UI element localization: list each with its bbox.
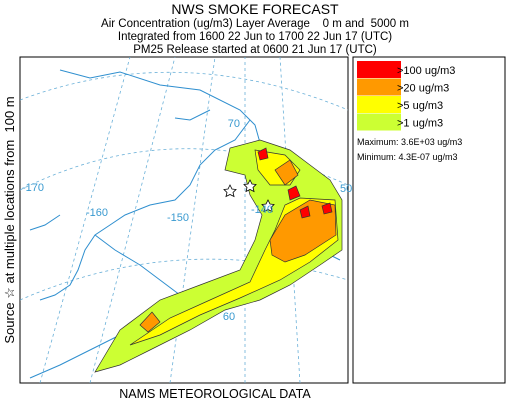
footer: NAMS METEOROLOGICAL DATA — [119, 387, 311, 401]
plume-contour — [287, 185, 301, 201]
grid-label: -160 — [86, 207, 108, 219]
plume-contour — [94, 139, 343, 373]
plume-contour — [321, 202, 333, 215]
plume-contour — [257, 147, 269, 161]
source-star — [261, 199, 275, 213]
legend-label: >20 ug/m3 — [397, 83, 449, 95]
grid-label: -150 — [167, 212, 189, 224]
grid-label: 50 — [340, 183, 352, 195]
subtitle: Air Concentration (ug/m3) Layer Average … — [101, 18, 409, 30]
legend-swatch — [357, 96, 401, 113]
legend-swatch — [357, 78, 401, 96]
map: 70 -170 -160 -150 -140 60 50 — [19, 56, 352, 384]
subtitle: PM25 Release started at 0600 21 Jun 17 (… — [133, 44, 377, 56]
sources — [223, 179, 275, 213]
grid-label: 60 — [223, 311, 235, 323]
grid-label: 70 — [228, 118, 240, 130]
legend-label: >100 ug/m3 — [397, 65, 455, 77]
plume-contour — [299, 205, 311, 219]
title: NWS SMOKE FORECAST — [171, 1, 339, 17]
legend-label: >1 ug/m3 — [397, 118, 443, 130]
plume-contour — [269, 199, 337, 263]
plume-contour — [139, 311, 161, 333]
smoke-plume — [94, 139, 343, 373]
subtitle: Integrated from 1600 22 Jun to 1700 22 J… — [118, 31, 392, 43]
legend: Maximum: 3.6E+03 ug/m3 Minimum: 4.3E-07 … — [352, 56, 506, 384]
legend-label: >5 ug/m3 — [397, 100, 443, 112]
maximum: Maximum: 3.6E+03 ug/m3 — [357, 137, 462, 147]
plume-contour — [274, 159, 299, 186]
graticule — [20, 57, 348, 383]
legend-swatch — [357, 61, 401, 78]
source-star — [223, 184, 237, 198]
side-label: Source ☆ at multiple locations from 100 … — [2, 96, 17, 343]
minimum: Minimum: 4.3E-07 ug/m3 — [357, 152, 458, 162]
grid-label: -140 — [251, 204, 273, 216]
source-star — [243, 179, 257, 193]
legend-swatch — [357, 113, 401, 131]
grid-label: -170 — [22, 182, 44, 194]
